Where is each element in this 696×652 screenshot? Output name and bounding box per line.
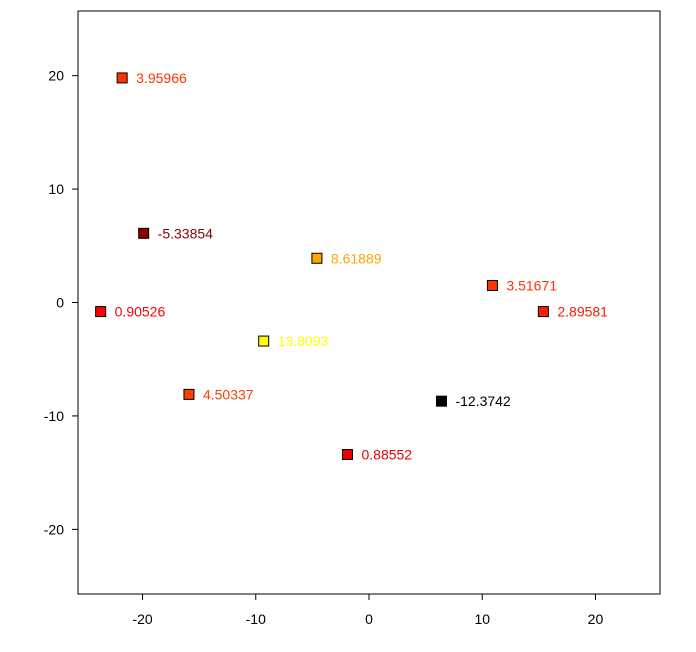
data-label: -5.33854 <box>158 225 213 241</box>
x-axis: -20 -10 0 10 20 <box>132 594 603 627</box>
x-tick-label: -10 <box>246 611 266 627</box>
data-point <box>258 335 270 347</box>
data-point <box>116 72 128 84</box>
data-point <box>435 395 447 407</box>
y-tick-label: -10 <box>44 408 64 424</box>
data-label: 13.8093 <box>278 333 329 349</box>
data-point <box>341 448 353 460</box>
data-label: 2.89581 <box>557 304 608 320</box>
data-point <box>311 252 323 264</box>
data-label: 3.95966 <box>136 70 187 86</box>
x-tick-label: 0 <box>365 611 373 627</box>
y-tick-label: 20 <box>48 68 64 84</box>
data-label: 3.51671 <box>506 277 557 293</box>
data-point <box>183 388 195 400</box>
data-label: 0.88552 <box>361 446 412 462</box>
data-point <box>486 279 498 291</box>
y-tick-label: 0 <box>56 295 64 311</box>
y-tick-label: 10 <box>48 181 64 197</box>
data-label: 0.90526 <box>115 304 166 320</box>
data-point <box>95 306 107 318</box>
data-label: 8.61889 <box>331 250 382 266</box>
data-point <box>138 227 150 239</box>
data-label: -12.3742 <box>455 393 510 409</box>
plot-frame <box>77 10 661 595</box>
y-axis: 20 10 0 -10 -20 <box>44 68 78 537</box>
x-tick-label: 20 <box>588 611 604 627</box>
data-label: 4.50337 <box>203 386 254 402</box>
x-tick-label: -20 <box>132 611 152 627</box>
y-tick-label: -20 <box>44 521 64 537</box>
data-point <box>537 306 549 318</box>
x-tick-label: 10 <box>474 611 490 627</box>
